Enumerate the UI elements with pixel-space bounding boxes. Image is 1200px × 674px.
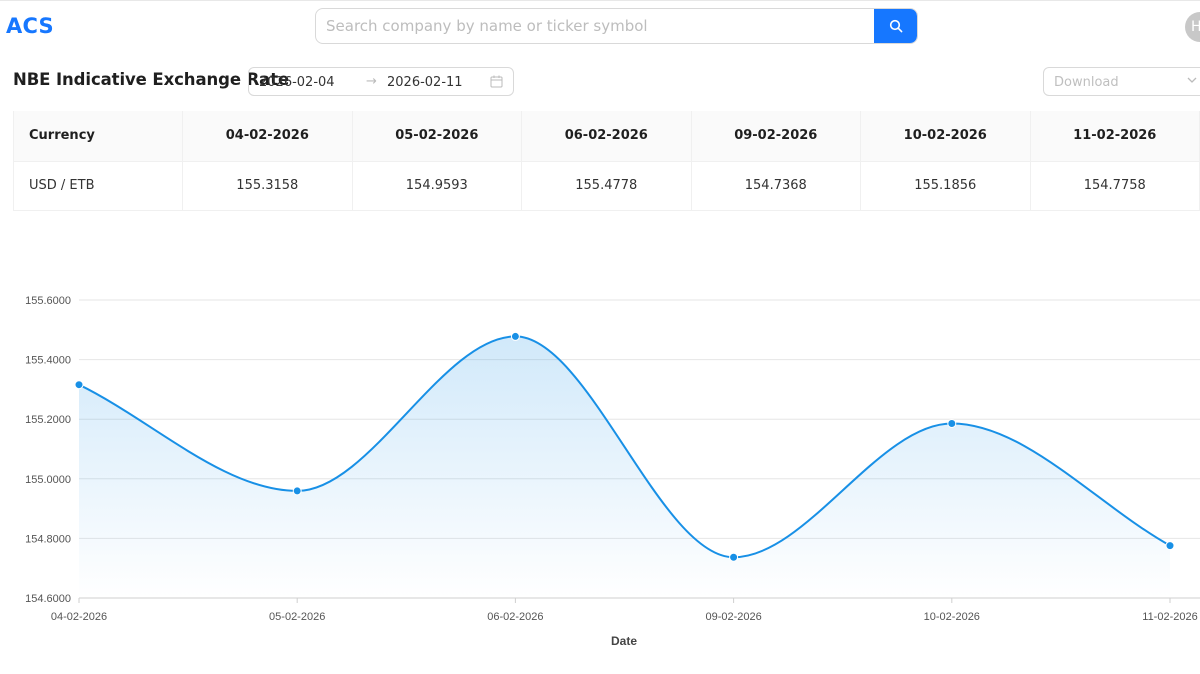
data-point[interactable]	[1165, 541, 1175, 551]
user-avatar[interactable]: H	[1185, 12, 1200, 42]
data-point[interactable]	[510, 331, 520, 341]
rate-cell: 154.7368	[691, 161, 862, 211]
date-to-field[interactable]: 2026-02-11	[387, 75, 463, 90]
download-placeholder: Download	[1054, 75, 1119, 90]
calendar-icon[interactable]	[490, 75, 503, 88]
date-range-arrow-icon: →	[366, 74, 377, 89]
data-point[interactable]	[729, 552, 739, 562]
rate-cell: 155.3158	[182, 161, 353, 211]
date-range-picker[interactable]: 2026-02-04 → 2026-02-11	[248, 67, 514, 96]
chevron-down-icon	[1187, 77, 1197, 83]
series-line	[78, 335, 1171, 559]
search-bar	[315, 8, 918, 44]
exchange-rate-chart: 155.6000 155.4000 155.2000 155.0000 154.8000…	[25, 295, 1200, 648]
search-input[interactable]	[316, 9, 877, 43]
column-header-date: 04-02-2026	[182, 111, 353, 162]
x-tick-label: 09-02-2026	[705, 611, 761, 623]
rate-cell: 155.4778	[521, 161, 692, 211]
data-point[interactable]	[947, 418, 957, 428]
rate-cell: 154.7758	[1030, 161, 1200, 211]
x-tick-label: 11-02-2026	[1142, 611, 1197, 623]
column-header-date: 05-02-2026	[352, 111, 523, 162]
rate-cell: 155.1856	[860, 161, 1031, 211]
column-header-date: 09-02-2026	[691, 111, 862, 162]
chart-area	[78, 335, 1171, 598]
download-select[interactable]: Download	[1043, 67, 1200, 96]
x-tick-label: 04-02-2026	[51, 611, 107, 623]
column-header-date: 10-02-2026	[860, 111, 1031, 162]
search-button[interactable]	[874, 9, 917, 43]
x-tick-label: 05-02-2026	[269, 611, 325, 623]
app-logo[interactable]: ACS	[6, 14, 54, 38]
y-tick-label: 154.8000	[25, 533, 71, 545]
y-tick-label: 155.2000	[25, 414, 71, 426]
top-border	[0, 0, 1200, 1]
search-icon	[889, 19, 902, 33]
column-header-date: 11-02-2026	[1030, 111, 1200, 162]
page-title: NBE Indicative Exchange Rate	[13, 70, 290, 89]
data-point[interactable]	[74, 380, 84, 390]
chart-x-axis: 04-02-2026 05-02-2026 06-02-2026 09-02-2026…	[51, 598, 1198, 623]
x-tick-label: 06-02-2026	[487, 611, 543, 623]
currency-pair-cell: USD / ETB	[12, 161, 184, 211]
column-header-currency: Currency	[12, 111, 184, 162]
rate-cell: 154.9593	[352, 161, 523, 211]
exchange-rate-table: Currency 04-02-2026 05-02-2026 06-02-202…	[12, 111, 1200, 211]
x-axis-label: Date	[611, 634, 637, 648]
date-from-field[interactable]: 2026-02-04	[259, 75, 335, 90]
y-tick-label: 155.4000	[25, 355, 71, 367]
area-fill	[79, 336, 1170, 598]
table-header-row: Currency 04-02-2026 05-02-2026 06-02-202…	[12, 111, 1200, 162]
data-point[interactable]	[292, 486, 302, 496]
y-tick-label: 154.6000	[25, 593, 71, 605]
y-tick-label: 155.6000	[25, 295, 71, 307]
x-tick-label: 10-02-2026	[924, 611, 980, 623]
chart-points	[74, 331, 1175, 562]
table-row: USD / ETB 155.3158 154.9593 155.4778 154…	[12, 161, 1200, 211]
column-header-date: 06-02-2026	[521, 111, 692, 162]
y-tick-label: 155.0000	[25, 474, 71, 486]
